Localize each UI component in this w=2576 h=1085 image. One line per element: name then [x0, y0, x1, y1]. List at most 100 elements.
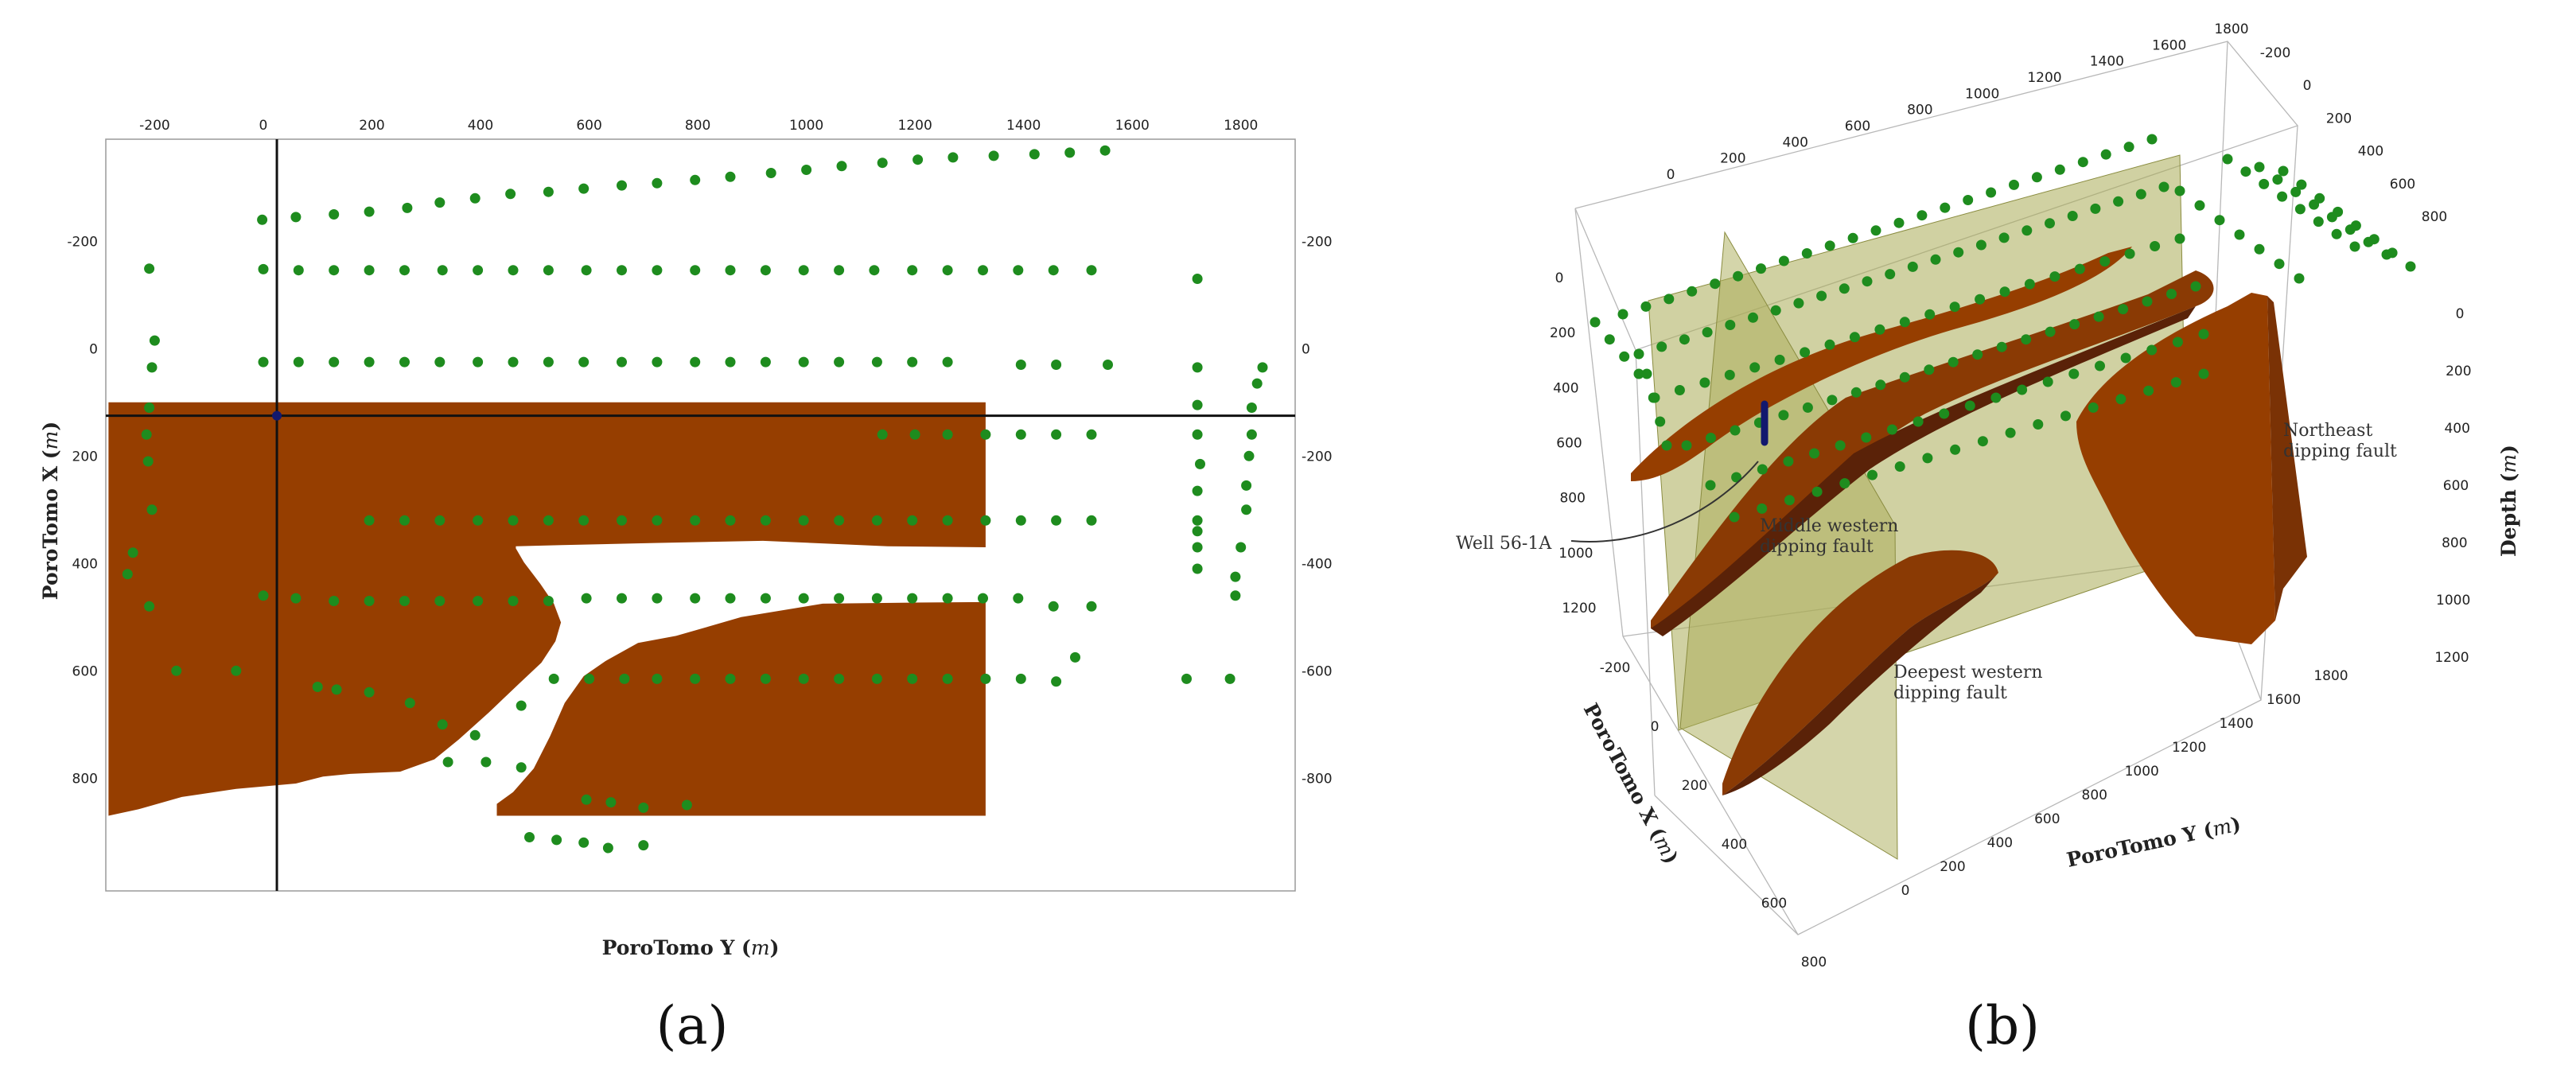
station-marker: [1986, 187, 1997, 198]
station-marker: [2259, 178, 2270, 189]
station-marker: [290, 212, 302, 223]
station-marker: [1916, 210, 1928, 221]
station-marker: [543, 186, 554, 197]
station-marker: [834, 515, 845, 526]
station-marker: [1070, 651, 1080, 663]
station-marker: [1757, 503, 1768, 514]
station-marker: [2174, 233, 2185, 244]
x-tick-label: 800: [685, 118, 710, 134]
station-marker: [1894, 461, 1905, 472]
station-marker: [1192, 429, 1203, 440]
station-marker: [1839, 478, 1850, 489]
b-right-depth-tick: 400: [2444, 421, 2469, 437]
station-marker: [2005, 427, 2016, 438]
station-marker: [1748, 312, 1758, 323]
station-marker: [834, 356, 845, 368]
b-top-y-tick: 800: [1907, 103, 1932, 119]
b-top-y-tick: 1800: [2214, 21, 2248, 37]
station-marker: [1251, 378, 1263, 389]
b-top-x-tick: 600: [2390, 177, 2415, 192]
station-marker: [2115, 394, 2127, 405]
panel-a-label: (a): [656, 995, 729, 1056]
panel-b-label: (b): [1965, 995, 2040, 1056]
station-marker: [690, 515, 701, 526]
station-marker: [1192, 563, 1203, 574]
station-marker: [1949, 301, 1960, 313]
b-bottom-y-tick: 200: [1940, 859, 1965, 875]
station-marker: [1192, 515, 1203, 526]
ne-fault-label-2: dipping fault: [2283, 441, 2397, 461]
middle-fault-label-1: Middle western: [1760, 516, 1898, 536]
station-marker: [146, 362, 158, 373]
station-marker: [948, 152, 959, 163]
station-marker: [690, 593, 701, 604]
station-marker: [725, 673, 736, 684]
station-marker: [516, 762, 527, 773]
station-marker: [1051, 429, 1062, 440]
station-marker: [760, 593, 771, 604]
station-marker: [1907, 261, 1918, 272]
station-marker: [942, 673, 953, 684]
station-marker: [437, 719, 448, 730]
b-bottom-y-tick: 1200: [2172, 740, 2206, 756]
station-marker: [2146, 134, 2158, 145]
station-marker: [1241, 504, 1252, 515]
station-marker: [434, 596, 446, 606]
station-marker: [1886, 424, 1897, 435]
station-marker: [1861, 432, 1872, 443]
station-marker: [617, 515, 627, 526]
y-tick-label-right: -200: [1302, 234, 1333, 250]
b-top-x-tick: 400: [2358, 144, 2383, 160]
station-marker: [1778, 410, 1789, 421]
y-tick-label-left: 800: [72, 771, 98, 787]
station-marker: [2277, 191, 2288, 202]
station-marker: [516, 700, 527, 711]
station-marker: [1224, 673, 1235, 684]
station-marker: [2313, 216, 2324, 228]
station-marker: [2349, 241, 2360, 252]
station-marker: [2021, 225, 2033, 236]
station-marker: [473, 596, 484, 606]
station-marker: [638, 840, 649, 851]
station-marker: [1824, 240, 1835, 251]
station-marker: [907, 265, 918, 276]
station-marker: [1867, 469, 1878, 480]
station-marker: [2274, 259, 2285, 270]
station-marker: [543, 596, 554, 606]
station-marker: [1800, 347, 1811, 358]
crosshair: [106, 139, 1295, 891]
station-marker: [2314, 192, 2325, 204]
station-marker: [1811, 486, 1823, 497]
b-right-depth-tick: 200: [2446, 364, 2471, 379]
station-marker: [2068, 368, 2080, 379]
station-marker: [1617, 309, 1628, 320]
station-marker: [1770, 305, 1781, 316]
tick-labels: -200 0 200 400 600 800 1000 1200 1400 1600 1800 -20…: [67, 118, 1332, 787]
station-marker: [1725, 320, 1736, 330]
station-marker: [434, 197, 446, 208]
station-marker: [1590, 317, 1601, 328]
station-marker: [942, 429, 953, 440]
station-marker: [2017, 384, 2028, 395]
station-marker: [1824, 339, 1835, 350]
station-marker: [2294, 273, 2305, 284]
station-marker: [1756, 263, 1766, 274]
station-marker: [1870, 225, 1881, 236]
station-marker: [871, 593, 882, 604]
station-marker: [1702, 327, 1713, 338]
y-axis-label: PoroTomo X (m): [39, 422, 62, 600]
station-marker: [871, 356, 882, 368]
station-marker: [2069, 319, 2080, 330]
station-marker: [434, 515, 446, 526]
station-marker: [2067, 211, 2078, 221]
station-marker: [909, 429, 920, 440]
station-marker: [399, 265, 410, 276]
x-tick-label: 600: [576, 118, 601, 134]
station-marker: [1774, 354, 1785, 365]
station-marker: [1015, 360, 1026, 370]
station-marker: [2222, 154, 2233, 165]
station-marker: [2174, 185, 2185, 196]
station-marker: [1783, 456, 1794, 467]
station-marker: [1655, 416, 1666, 427]
station-marker: [1013, 593, 1024, 604]
